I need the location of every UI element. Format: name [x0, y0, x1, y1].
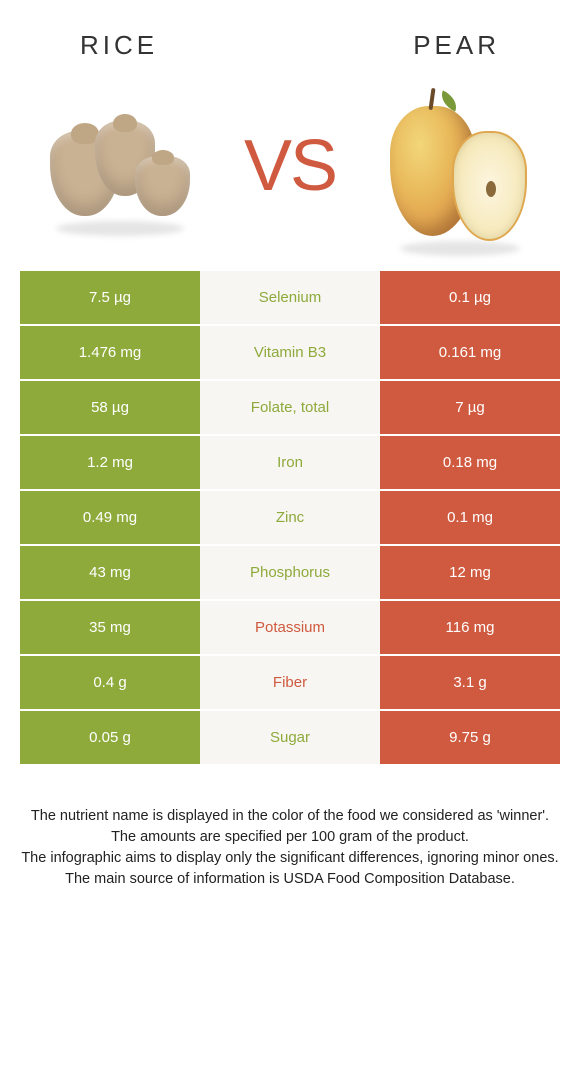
header-left-label: RICE — [80, 30, 158, 61]
table-row: 1.2 mgIron0.18 mg — [20, 436, 560, 489]
cell-right-value: 0.161 mg — [380, 326, 560, 379]
table-row: 0.49 mgZinc0.1 mg — [20, 491, 560, 544]
footer-notes: The nutrient name is displayed in the co… — [0, 766, 580, 890]
cell-left-value: 0.05 g — [20, 711, 200, 764]
cell-nutrient-name: Vitamin B3 — [200, 326, 380, 379]
cell-left-value: 7.5 µg — [20, 271, 200, 324]
cell-nutrient-name: Iron — [200, 436, 380, 489]
rice-illustration — [40, 86, 200, 246]
cell-left-value: 0.49 mg — [20, 491, 200, 544]
cell-nutrient-name: Sugar — [200, 711, 380, 764]
cell-right-value: 9.75 g — [380, 711, 560, 764]
nutrient-table: 7.5 µgSelenium0.1 µg1.476 mgVitamin B30.… — [0, 271, 580, 764]
footer-line: The main source of information is USDA F… — [20, 869, 560, 890]
table-row: 35 mgPotassium116 mg — [20, 601, 560, 654]
header: RICE PEAR — [0, 0, 580, 71]
cell-nutrient-name: Zinc — [200, 491, 380, 544]
cell-right-value: 0.18 mg — [380, 436, 560, 489]
cell-nutrient-name: Folate, total — [200, 381, 380, 434]
table-row: 0.4 gFiber3.1 g — [20, 656, 560, 709]
footer-line: The amounts are specified per 100 gram o… — [20, 827, 560, 848]
cell-nutrient-name: Selenium — [200, 271, 380, 324]
cell-nutrient-name: Potassium — [200, 601, 380, 654]
cell-left-value: 43 mg — [20, 546, 200, 599]
cell-nutrient-name: Fiber — [200, 656, 380, 709]
cell-left-value: 35 mg — [20, 601, 200, 654]
cell-right-value: 7 µg — [380, 381, 560, 434]
pear-illustration — [380, 86, 540, 246]
footer-line: The infographic aims to display only the… — [20, 848, 560, 869]
table-row: 1.476 mgVitamin B30.161 mg — [20, 326, 560, 379]
table-row: 0.05 gSugar9.75 g — [20, 711, 560, 764]
table-row: 58 µgFolate, total7 µg — [20, 381, 560, 434]
table-row: 7.5 µgSelenium0.1 µg — [20, 271, 560, 324]
cell-left-value: 0.4 g — [20, 656, 200, 709]
cell-right-value: 0.1 µg — [380, 271, 560, 324]
table-row: 43 mgPhosphorus12 mg — [20, 546, 560, 599]
cell-right-value: 0.1 mg — [380, 491, 560, 544]
header-right-label: PEAR — [413, 30, 500, 61]
cell-left-value: 58 µg — [20, 381, 200, 434]
footer-line: The nutrient name is displayed in the co… — [20, 806, 560, 827]
cell-right-value: 116 mg — [380, 601, 560, 654]
images-row: VS — [0, 71, 580, 271]
cell-right-value: 12 mg — [380, 546, 560, 599]
cell-right-value: 3.1 g — [380, 656, 560, 709]
cell-left-value: 1.2 mg — [20, 436, 200, 489]
cell-left-value: 1.476 mg — [20, 326, 200, 379]
cell-nutrient-name: Phosphorus — [200, 546, 380, 599]
vs-label: VS — [244, 125, 336, 207]
